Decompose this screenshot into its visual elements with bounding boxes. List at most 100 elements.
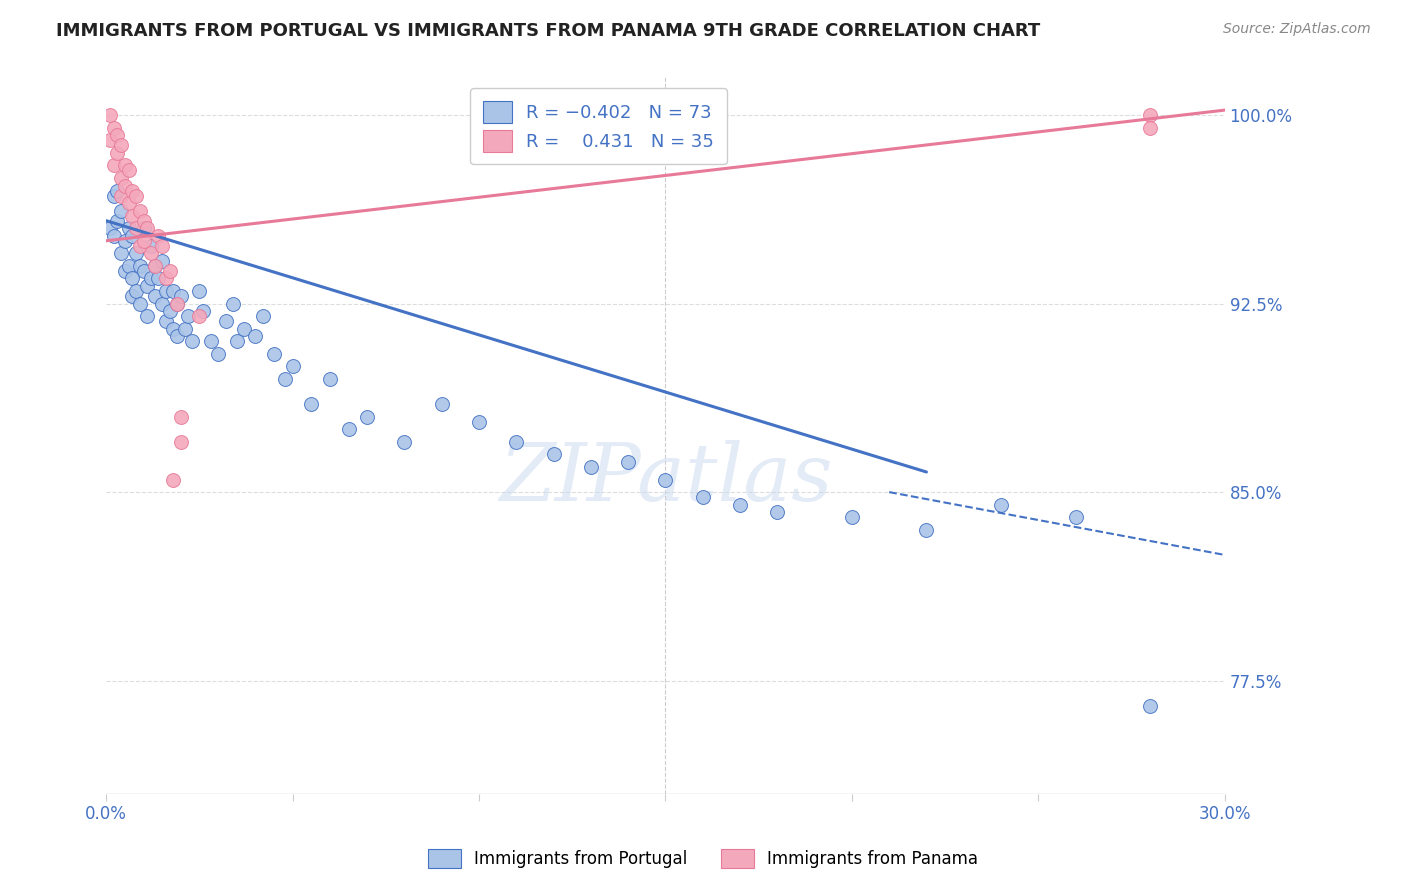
Point bbox=[155, 271, 177, 285]
Point bbox=[543, 447, 565, 461]
Point bbox=[337, 422, 360, 436]
Point bbox=[125, 246, 148, 260]
Point bbox=[107, 213, 129, 227]
Point bbox=[121, 289, 143, 303]
Point bbox=[200, 334, 222, 349]
Point bbox=[207, 347, 229, 361]
Point bbox=[121, 209, 143, 223]
Point bbox=[125, 284, 148, 298]
Point bbox=[107, 184, 129, 198]
Point bbox=[128, 259, 150, 273]
Point bbox=[188, 284, 211, 298]
Point bbox=[692, 490, 714, 504]
Point bbox=[125, 221, 148, 235]
Point bbox=[139, 239, 162, 253]
Point bbox=[150, 296, 173, 310]
Point bbox=[128, 239, 150, 253]
Point bbox=[98, 221, 121, 235]
Point bbox=[114, 158, 136, 172]
Point bbox=[110, 203, 132, 218]
Point bbox=[841, 510, 863, 524]
Point bbox=[915, 523, 938, 537]
Point bbox=[132, 234, 155, 248]
Point bbox=[136, 279, 159, 293]
Point bbox=[274, 372, 297, 386]
Point bbox=[114, 178, 136, 193]
Point bbox=[143, 259, 166, 273]
Point bbox=[114, 234, 136, 248]
Point bbox=[143, 259, 166, 273]
Point bbox=[103, 158, 125, 172]
Legend: Immigrants from Portugal, Immigrants from Panama: Immigrants from Portugal, Immigrants fro… bbox=[420, 842, 986, 875]
Point bbox=[233, 322, 256, 336]
Point bbox=[1139, 698, 1161, 713]
Point bbox=[121, 228, 143, 243]
Point bbox=[117, 196, 139, 211]
Point bbox=[170, 434, 193, 449]
Point bbox=[128, 203, 150, 218]
Point bbox=[107, 145, 129, 160]
Point bbox=[117, 259, 139, 273]
Point bbox=[222, 296, 245, 310]
Point bbox=[170, 409, 193, 424]
Point bbox=[114, 264, 136, 278]
Point bbox=[162, 284, 184, 298]
Point bbox=[430, 397, 453, 411]
Point bbox=[121, 271, 143, 285]
Point bbox=[125, 188, 148, 202]
Point bbox=[117, 163, 139, 178]
Point bbox=[170, 289, 193, 303]
Point bbox=[299, 397, 322, 411]
Point bbox=[155, 284, 177, 298]
Point bbox=[139, 246, 162, 260]
Point bbox=[110, 188, 132, 202]
Point bbox=[166, 296, 188, 310]
Point bbox=[162, 473, 184, 487]
Point bbox=[468, 415, 491, 429]
Point bbox=[1139, 108, 1161, 122]
Point bbox=[225, 334, 247, 349]
Point bbox=[136, 309, 159, 323]
Point bbox=[107, 128, 129, 143]
Point bbox=[263, 347, 285, 361]
Point bbox=[150, 239, 173, 253]
Point bbox=[252, 309, 274, 323]
Point bbox=[103, 228, 125, 243]
Point bbox=[245, 329, 267, 343]
Text: IMMIGRANTS FROM PORTUGAL VS IMMIGRANTS FROM PANAMA 9TH GRADE CORRELATION CHART: IMMIGRANTS FROM PORTUGAL VS IMMIGRANTS F… bbox=[56, 22, 1040, 40]
Point bbox=[139, 271, 162, 285]
Point bbox=[132, 213, 155, 227]
Point bbox=[177, 309, 200, 323]
Point bbox=[166, 296, 188, 310]
Point bbox=[617, 455, 640, 469]
Point bbox=[148, 271, 170, 285]
Point bbox=[121, 184, 143, 198]
Point bbox=[128, 296, 150, 310]
Point bbox=[132, 264, 155, 278]
Point bbox=[110, 246, 132, 260]
Point bbox=[281, 359, 304, 374]
Point bbox=[150, 253, 173, 268]
Point bbox=[1064, 510, 1087, 524]
Point bbox=[132, 221, 155, 235]
Point bbox=[159, 304, 181, 318]
Point bbox=[143, 289, 166, 303]
Point bbox=[766, 505, 789, 519]
Point bbox=[117, 221, 139, 235]
Point bbox=[394, 434, 416, 449]
Point bbox=[98, 108, 121, 122]
Point bbox=[136, 221, 159, 235]
Point bbox=[103, 188, 125, 202]
Point bbox=[505, 434, 527, 449]
Point bbox=[148, 228, 170, 243]
Point bbox=[728, 498, 751, 512]
Point bbox=[579, 460, 602, 475]
Text: ZIPatlas: ZIPatlas bbox=[499, 440, 832, 517]
Point bbox=[162, 322, 184, 336]
Point bbox=[356, 409, 378, 424]
Point bbox=[98, 133, 121, 147]
Legend: R = −0.402   N = 73, R =    0.431   N = 35: R = −0.402 N = 73, R = 0.431 N = 35 bbox=[470, 88, 727, 164]
Point bbox=[990, 498, 1012, 512]
Point bbox=[159, 264, 181, 278]
Point bbox=[110, 138, 132, 153]
